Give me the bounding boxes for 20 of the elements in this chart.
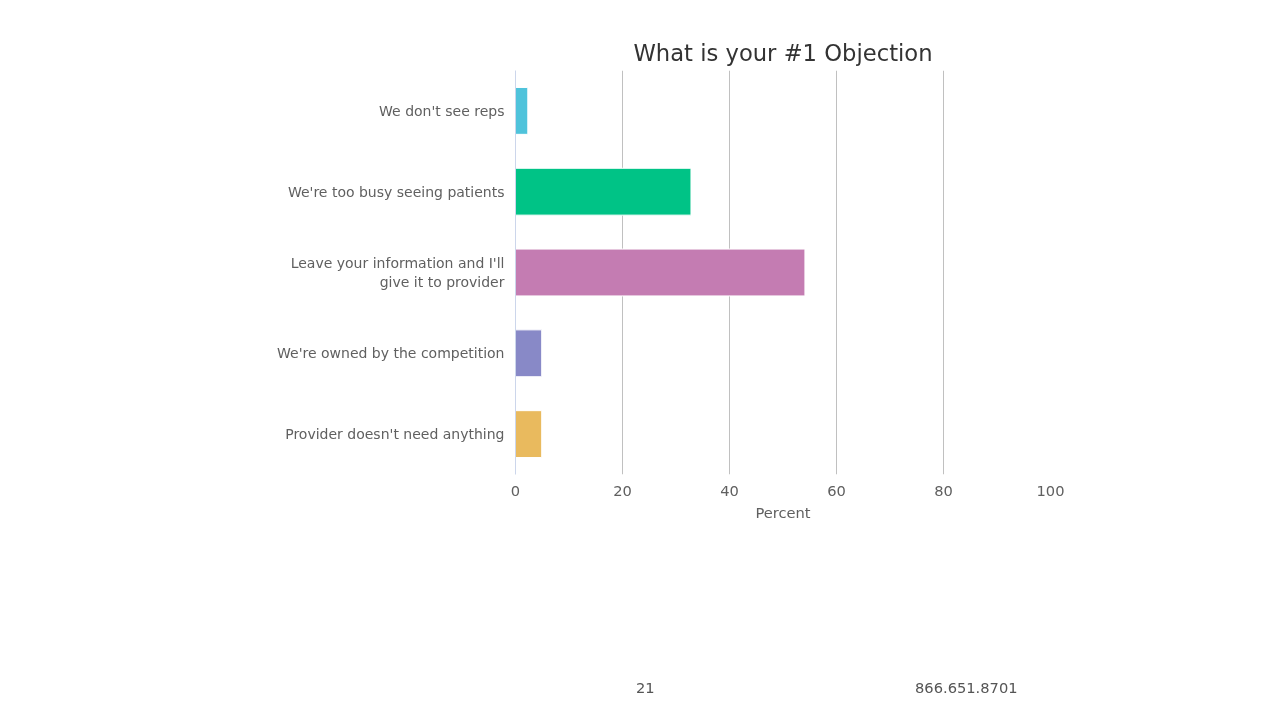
bar xyxy=(515,167,692,216)
y-tick-label: We don't see reps xyxy=(379,102,505,119)
x-tick-label: 40 xyxy=(720,481,739,499)
bar xyxy=(515,329,543,378)
y-tick-label: Leave your information and I'll give it to provider xyxy=(290,254,505,291)
x-tick-label: 60 xyxy=(827,481,846,499)
y-tick-label: We're owned by the competition xyxy=(277,345,505,362)
x-tick-label: 80 xyxy=(934,481,953,499)
y-tick-label: Provider doesn't need anything xyxy=(285,426,505,443)
text: 866.651.8701 xyxy=(915,678,1018,698)
bar xyxy=(515,86,529,135)
x-tick-label: 100 xyxy=(1036,481,1065,499)
y-tick-label: We're too busy seeing patients xyxy=(287,183,505,200)
x-tick-label: 20 xyxy=(613,481,632,499)
text: 21 xyxy=(636,678,655,698)
chart-title: What is your #1 Objection xyxy=(633,39,933,66)
x-axis-title: Percent xyxy=(755,503,811,521)
x-tick-label: 0 xyxy=(510,481,521,499)
bar xyxy=(515,410,543,459)
bar xyxy=(515,248,806,297)
